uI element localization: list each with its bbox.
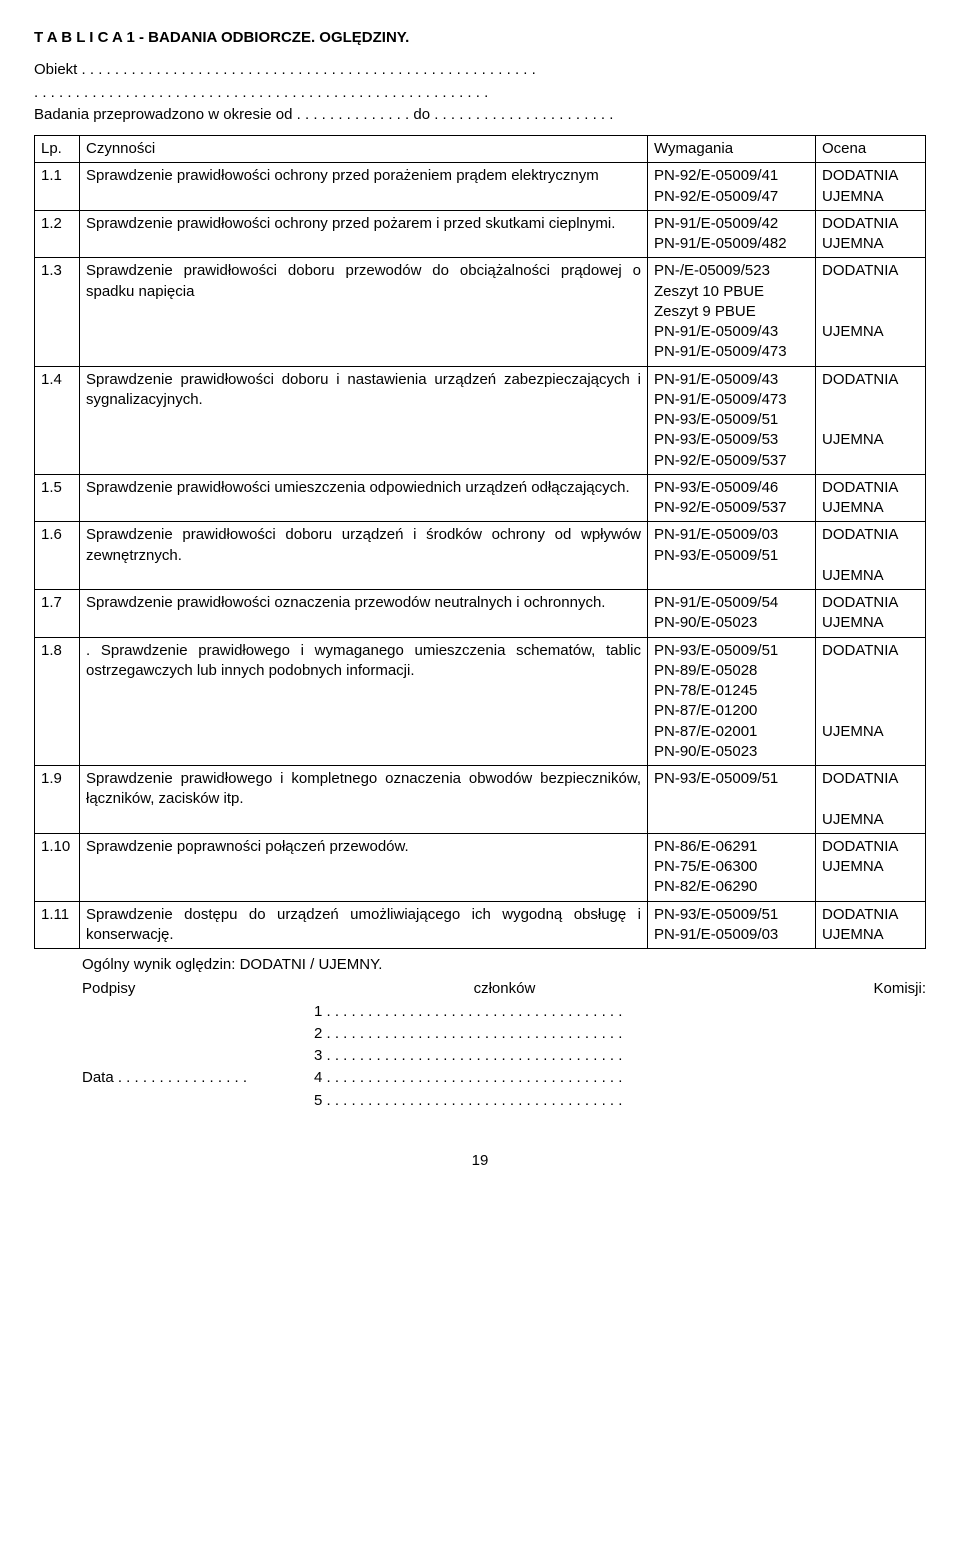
- table-cell: Sprawdzenie prawidłowości oznaczenia prz…: [80, 590, 648, 638]
- table-cell: Sprawdzenie prawidłowości doboru urządze…: [80, 522, 648, 590]
- table-row: 1.7Sprawdzenie prawidłowości oznaczenia …: [35, 590, 926, 638]
- dots-line: . . . . . . . . . . . . . . . . . . . . …: [34, 83, 926, 103]
- table-row: 1.3Sprawdzenie prawidłowości doboru prze…: [35, 258, 926, 366]
- table-row: 1.1Sprawdzenie prawidłowości ochrony prz…: [35, 163, 926, 211]
- table-row: 1.11Sprawdzenie dostępu do urządzeń umoż…: [35, 901, 926, 949]
- table-row: 1.2Sprawdzenie prawidłowości ochrony prz…: [35, 210, 926, 258]
- table-cell: PN-93/E-05009/51 PN-89/E-05028 PN-78/E-0…: [648, 637, 816, 766]
- table-cell: DODATNIA UJEMNA: [816, 210, 926, 258]
- table-cell: Sprawdzenie poprawności połączeń przewod…: [80, 833, 648, 901]
- table-cell: 1.1: [35, 163, 80, 211]
- table-cell: PN-91/E-05009/42 PN-91/E-05009/482: [648, 210, 816, 258]
- table-cell: 1.7: [35, 590, 80, 638]
- podpisy-label: Podpisy: [82, 979, 135, 999]
- table-cell: 1.8: [35, 637, 80, 766]
- table-cell: 1.5: [35, 474, 80, 522]
- table-cell: DODATNIA UJEMNA: [816, 258, 926, 366]
- komisji-label: Komisji:: [873, 979, 926, 999]
- table-cell: 1.2: [35, 210, 80, 258]
- table-row: 1.9Sprawdzenie prawidłowego i kompletneg…: [35, 766, 926, 834]
- table-cell: Sprawdzenie prawidłowości ochrony przed …: [80, 163, 648, 211]
- table-cell: PN-/E-05009/523 Zeszyt 10 PBUE Zeszyt 9 …: [648, 258, 816, 366]
- czlonkow-label: członków: [135, 979, 873, 999]
- table-cell: Sprawdzenie prawidłowości doboru i nasta…: [80, 366, 648, 474]
- table-cell: Sprawdzenie prawidłowości umieszczenia o…: [80, 474, 648, 522]
- table-cell: DODATNIA UJEMNA: [816, 637, 926, 766]
- table-cell: 1.4: [35, 366, 80, 474]
- table-header-cell: Ocena: [816, 136, 926, 163]
- table-cell: PN-93/E-05009/51 PN-91/E-05009/03: [648, 901, 816, 949]
- table-cell: 1.10: [35, 833, 80, 901]
- table-cell: 1.11: [35, 901, 80, 949]
- sig-line-3: 3 . . . . . . . . . . . . . . . . . . . …: [314, 1046, 926, 1066]
- page-number: 19: [34, 1151, 926, 1171]
- table-cell: DODATNIA UJEMNA: [816, 522, 926, 590]
- data-label: Data . . . . . . . . . . . . . . . .: [34, 1068, 314, 1088]
- table-header-cell: Wymagania: [648, 136, 816, 163]
- table-cell: 1.3: [35, 258, 80, 366]
- document-title: T A B L I C A 1 - BADANIA ODBIORCZE. OGL…: [34, 28, 926, 48]
- table-cell: DODATNIA UJEMNA: [816, 590, 926, 638]
- table-cell: Sprawdzenie prawidłowości doboru przewod…: [80, 258, 648, 366]
- table-header-cell: Czynności: [80, 136, 648, 163]
- table-cell: DODATNIA UJEMNA: [816, 474, 926, 522]
- sig-line-4: 4 . . . . . . . . . . . . . . . . . . . …: [314, 1068, 622, 1088]
- table-row: 1.6Sprawdzenie prawidłowości doboru urzą…: [35, 522, 926, 590]
- table-cell: DODATNIA UJEMNA: [816, 366, 926, 474]
- sig-line-1: 1 . . . . . . . . . . . . . . . . . . . …: [314, 1002, 926, 1022]
- table-cell: PN-91/E-05009/03 PN-93/E-05009/51: [648, 522, 816, 590]
- table-cell: Sprawdzenie dostępu do urządzeń umożliwi…: [80, 901, 648, 949]
- table-cell: PN-93/E-05009/46 PN-92/E-05009/537: [648, 474, 816, 522]
- table-row: 1.5Sprawdzenie prawidłowości umieszczeni…: [35, 474, 926, 522]
- table-row: 1.4Sprawdzenie prawidłowości doboru i na…: [35, 366, 926, 474]
- table-cell: 1.9: [35, 766, 80, 834]
- table-cell: Sprawdzenie prawidłowego i kompletnego o…: [80, 766, 648, 834]
- table-cell: Sprawdzenie prawidłowości ochrony przed …: [80, 210, 648, 258]
- table-cell: PN-92/E-05009/41 PN-92/E-05009/47: [648, 163, 816, 211]
- sig-line-5: 5 . . . . . . . . . . . . . . . . . . . …: [314, 1091, 926, 1111]
- table-row: 1.10Sprawdzenie poprawności połączeń prz…: [35, 833, 926, 901]
- table-row: 1.8. Sprawdzenie prawidłowego i wymagane…: [35, 637, 926, 766]
- table-cell: DODATNIA UJEMNA: [816, 901, 926, 949]
- table-cell: PN-93/E-05009/51: [648, 766, 816, 834]
- sig-line-2: 2 . . . . . . . . . . . . . . . . . . . …: [314, 1024, 926, 1044]
- summary-line: Ogólny wynik oględzin: DODATNI / UJEMNY.: [82, 955, 926, 975]
- table-cell: 1.6: [35, 522, 80, 590]
- obiekt-line: Obiekt . . . . . . . . . . . . . . . . .…: [34, 60, 926, 80]
- inspection-table: Lp.CzynnościWymaganiaOcena1.1Sprawdzenie…: [34, 135, 926, 949]
- table-cell: DODATNIA UJEMNA: [816, 766, 926, 834]
- table-header-cell: Lp.: [35, 136, 80, 163]
- table-cell: . Sprawdzenie prawidłowego i wymaganego …: [80, 637, 648, 766]
- badania-line: Badania przeprowadzono w okresie od . . …: [34, 105, 926, 125]
- table-cell: DODATNIA UJEMNA: [816, 163, 926, 211]
- table-cell: PN-86/E-06291 PN-75/E-06300 PN-82/E-0629…: [648, 833, 816, 901]
- table-cell: PN-91/E-05009/43 PN-91/E-05009/473 PN-93…: [648, 366, 816, 474]
- table-cell: PN-91/E-05009/54 PN-90/E-05023: [648, 590, 816, 638]
- table-cell: DODATNIA UJEMNA: [816, 833, 926, 901]
